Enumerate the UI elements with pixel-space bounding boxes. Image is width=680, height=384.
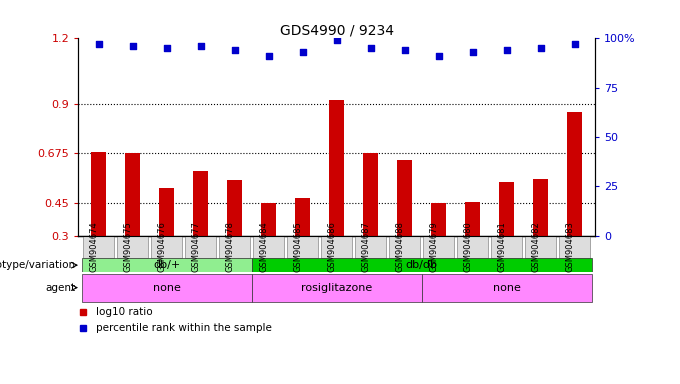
Text: genotype/variation: genotype/variation bbox=[0, 260, 75, 270]
Text: GSM904678: GSM904678 bbox=[226, 222, 235, 272]
Bar bbox=[83, 235, 114, 258]
Text: GSM904683: GSM904683 bbox=[566, 222, 575, 272]
Text: GSM904679: GSM904679 bbox=[430, 222, 439, 272]
Text: GSM904680: GSM904680 bbox=[464, 222, 473, 272]
Text: GSM904675: GSM904675 bbox=[124, 222, 133, 272]
Bar bbox=[219, 235, 250, 258]
Bar bbox=[91, 152, 106, 235]
Point bbox=[297, 49, 308, 55]
Point bbox=[263, 53, 274, 59]
Text: GSM904681: GSM904681 bbox=[498, 222, 507, 272]
Title: GDS4990 / 9234: GDS4990 / 9234 bbox=[279, 23, 394, 37]
Point bbox=[365, 45, 376, 51]
Text: GSM904674: GSM904674 bbox=[90, 222, 99, 272]
Point bbox=[195, 43, 206, 50]
Point bbox=[467, 49, 478, 55]
Text: GSM904686: GSM904686 bbox=[328, 222, 337, 272]
Point bbox=[501, 47, 512, 53]
Bar bbox=[185, 235, 216, 258]
Bar bbox=[261, 203, 276, 235]
Bar bbox=[329, 100, 344, 235]
Bar bbox=[465, 202, 480, 235]
Bar bbox=[355, 235, 386, 258]
Bar bbox=[295, 198, 310, 235]
Bar bbox=[125, 153, 140, 235]
Point bbox=[127, 43, 138, 50]
Point bbox=[569, 41, 580, 47]
Text: agent: agent bbox=[46, 283, 75, 293]
Bar bbox=[151, 235, 182, 258]
Text: none: none bbox=[153, 283, 180, 293]
Bar bbox=[431, 203, 446, 235]
Bar bbox=[525, 235, 556, 258]
Point bbox=[229, 47, 240, 53]
Point bbox=[399, 47, 410, 53]
Text: db/db: db/db bbox=[405, 260, 438, 270]
Text: GSM904687: GSM904687 bbox=[362, 222, 371, 272]
Bar bbox=[253, 235, 284, 258]
Text: GSM904682: GSM904682 bbox=[532, 222, 541, 272]
Bar bbox=[389, 235, 420, 258]
Bar bbox=[227, 180, 242, 235]
Text: GSM904688: GSM904688 bbox=[396, 222, 405, 272]
Bar bbox=[423, 235, 454, 258]
Bar bbox=[533, 179, 548, 235]
Text: GSM904685: GSM904685 bbox=[294, 222, 303, 272]
Text: GSM904676: GSM904676 bbox=[158, 222, 167, 272]
Bar bbox=[397, 160, 412, 235]
Text: db/+: db/+ bbox=[153, 260, 180, 270]
Text: GSM904677: GSM904677 bbox=[192, 222, 201, 272]
Text: GSM904684: GSM904684 bbox=[260, 222, 269, 272]
Bar bbox=[159, 189, 174, 235]
Bar bbox=[491, 235, 522, 258]
Bar bbox=[252, 274, 422, 301]
Bar bbox=[567, 112, 582, 235]
Point bbox=[161, 45, 172, 51]
Bar bbox=[559, 235, 590, 258]
Bar bbox=[82, 258, 252, 272]
Bar bbox=[252, 258, 592, 272]
Bar bbox=[422, 274, 592, 301]
Bar bbox=[117, 235, 148, 258]
Bar bbox=[193, 171, 208, 235]
Point bbox=[433, 53, 444, 59]
Bar bbox=[321, 235, 352, 258]
Bar bbox=[363, 153, 378, 235]
Bar bbox=[287, 235, 318, 258]
Text: log10 ratio: log10 ratio bbox=[97, 308, 153, 318]
Text: rosiglitazone: rosiglitazone bbox=[301, 283, 372, 293]
Bar bbox=[82, 274, 252, 301]
Text: none: none bbox=[493, 283, 520, 293]
Point bbox=[535, 45, 546, 51]
Bar bbox=[499, 182, 514, 235]
Bar bbox=[457, 235, 488, 258]
Point bbox=[93, 41, 104, 47]
Text: percentile rank within the sample: percentile rank within the sample bbox=[97, 323, 272, 333]
Point bbox=[331, 37, 342, 43]
